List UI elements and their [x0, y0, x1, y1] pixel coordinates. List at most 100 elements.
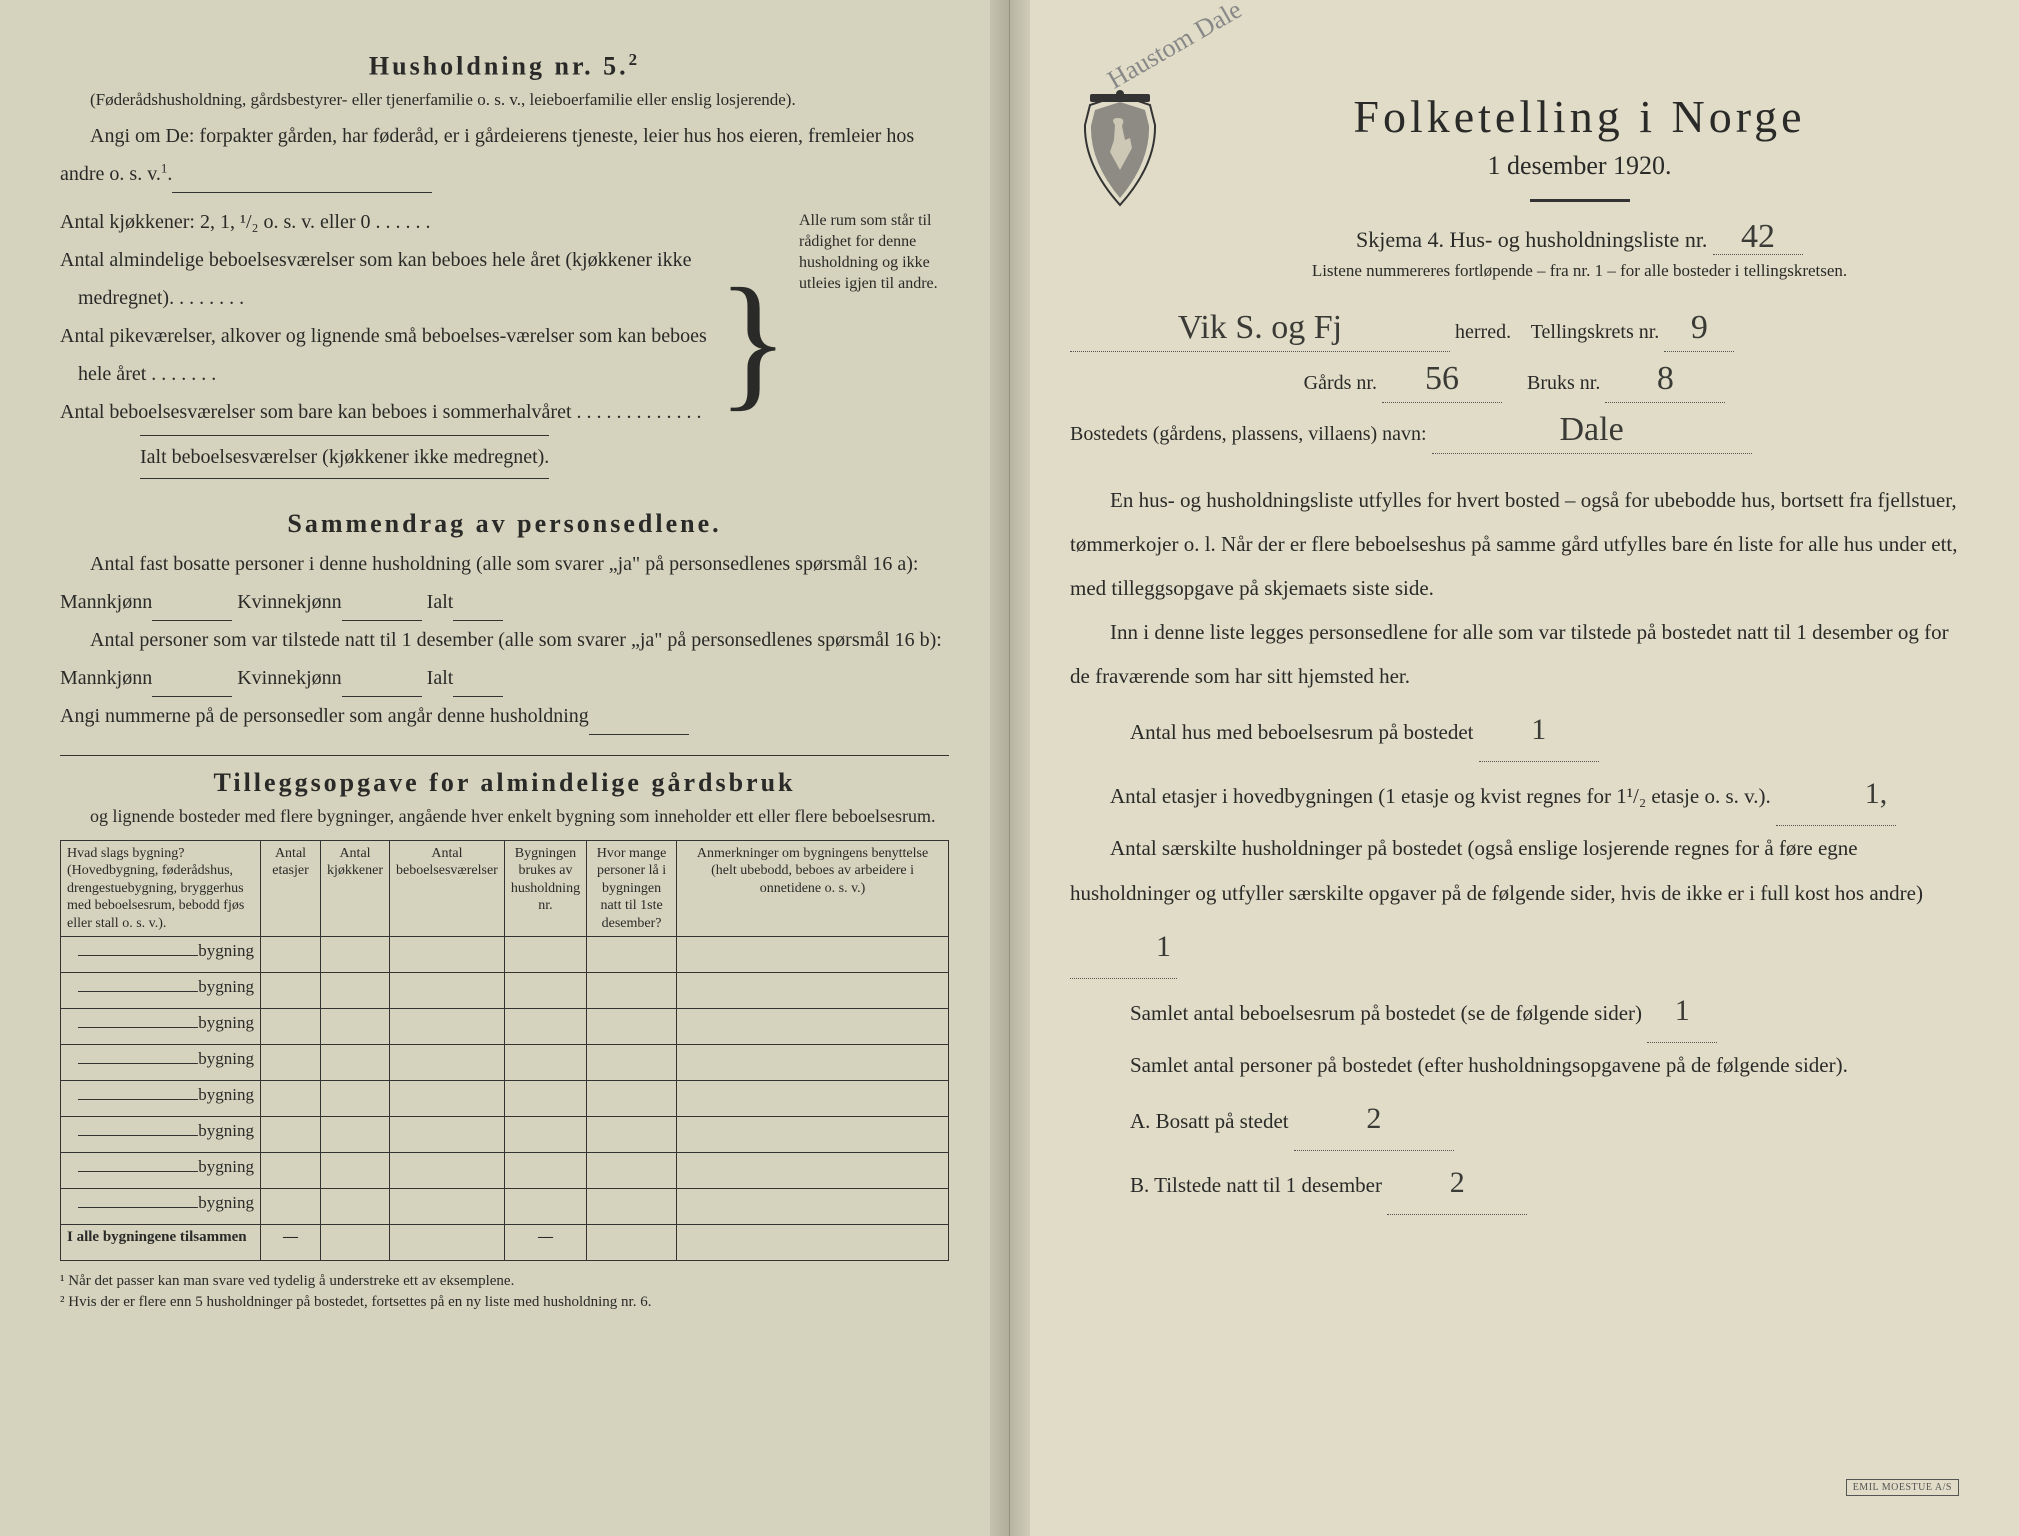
q1: Antal hus med beboelsesrum på bostedet 1	[1130, 698, 1959, 762]
row-bygning-label: bygning	[61, 1117, 261, 1153]
th-6: Anmerkninger om bygningens benyttelse (h…	[677, 840, 949, 937]
row-bygning-label: bygning	[61, 1081, 261, 1117]
coat-of-arms-icon	[1070, 90, 1170, 210]
q1-field: 1	[1479, 698, 1599, 762]
table-cell	[587, 973, 677, 1009]
divider	[60, 755, 949, 756]
q1-label: Antal hus med beboelsesrum på bostedet	[1130, 720, 1474, 744]
fill	[589, 713, 689, 735]
table-cell	[389, 1009, 504, 1045]
table-cell	[504, 1045, 586, 1081]
bruks-nr: 8	[1651, 362, 1680, 396]
table-cell	[389, 937, 504, 973]
sammen-2c: Ialt	[427, 667, 454, 689]
table-cell	[587, 1081, 677, 1117]
table-cell	[321, 937, 390, 973]
table-cell	[321, 1117, 390, 1153]
table-cell	[261, 1153, 321, 1189]
table-cell	[321, 1081, 390, 1117]
bosted-value: Dale	[1554, 413, 1630, 447]
row-bygning-label: bygning	[61, 1153, 261, 1189]
tf-4: —	[504, 1225, 586, 1261]
table-row: bygning	[61, 937, 949, 973]
fill-line	[172, 171, 432, 193]
h5-sup: 2	[629, 50, 640, 69]
th-2: Antal kjøkkener	[321, 840, 390, 937]
table-cell	[261, 1045, 321, 1081]
table-row: bygning	[61, 1153, 949, 1189]
rooms-block: Antal kjøkkener: 2, 1, ¹/₂ o. s. v. elle…	[60, 203, 949, 479]
angi-nummerne-line: Angi nummerne på de personsedler som ang…	[60, 697, 949, 735]
table-cell	[677, 1153, 949, 1189]
q2-field: 1,	[1776, 762, 1896, 826]
tellingskrets-field: 9	[1664, 311, 1734, 352]
right-page: Haustom Dale Folketelling i Norge 1 dese…	[1009, 0, 2019, 1536]
table-cell	[587, 1045, 677, 1081]
q3-val: 1	[1110, 915, 1177, 978]
kitchen-line: Antal kjøkkener: 2, 1, ¹/₂ o. s. v. elle…	[60, 203, 707, 241]
table-cell	[677, 1081, 949, 1117]
bruks-label: Bruks nr.	[1527, 372, 1600, 394]
sammen-2b: Kvinnekjønn	[237, 667, 341, 689]
th-1: Antal etasjer	[261, 840, 321, 937]
table-row: bygning	[61, 1009, 949, 1045]
fill	[152, 599, 232, 621]
table-cell	[261, 1081, 321, 1117]
h5-title-text: Husholdning nr. 5.	[369, 52, 629, 81]
q4-val: 1	[1669, 979, 1696, 1042]
table-cell	[389, 973, 504, 1009]
tillegg-title: Tilleggsopgave for almindelige gårdsbruk	[60, 768, 949, 798]
table-cell	[504, 1189, 586, 1225]
q4-field: 1	[1647, 979, 1717, 1043]
ialt-rooms: Ialt beboelsesværelser (kjøkkener ikke m…	[140, 435, 549, 479]
gards-label: Gårds nr.	[1304, 372, 1377, 394]
q2: Antal etasjer i hovedbygningen (1 etasje…	[1070, 762, 1959, 826]
table-cell	[677, 1045, 949, 1081]
sammen-line1: Antal fast bosatte personer i denne hush…	[60, 545, 949, 621]
qB-label: B. Tilstede natt til 1 desember	[1130, 1173, 1382, 1197]
herred-value: Vik S. og Fj	[1172, 311, 1348, 345]
date-line: 1 desember 1920.	[1200, 151, 1959, 181]
tf-1: —	[261, 1225, 321, 1261]
tellingskrets-nr: 9	[1685, 311, 1714, 345]
qA-val: 2	[1360, 1087, 1387, 1150]
angi-intro: Angi om De: forpakter gården, har føderå…	[60, 117, 949, 193]
tf-2	[321, 1225, 390, 1261]
table-cell	[321, 1189, 390, 1225]
tf-label: I alle bygningene tilsammen	[61, 1225, 261, 1261]
q2-val: 1,	[1819, 762, 1894, 825]
table-row: bygning	[61, 1081, 949, 1117]
main-title: Folketelling i Norge	[1200, 90, 1959, 143]
tf-3	[389, 1225, 504, 1261]
sammen-1b: Kvinnekjønn	[237, 591, 341, 613]
row-bygning-label: bygning	[61, 937, 261, 973]
fill	[152, 675, 232, 697]
table-cell	[261, 1117, 321, 1153]
table-cell	[504, 973, 586, 1009]
qA-field: 2	[1294, 1087, 1454, 1151]
title-block: Folketelling i Norge 1 desember 1920. Sk…	[1200, 90, 1959, 281]
th-3: Antal beboelsesværelser	[389, 840, 504, 937]
table-cell	[504, 937, 586, 973]
fill	[453, 599, 503, 621]
bruks-field: 8	[1605, 362, 1725, 403]
table-cell	[261, 1189, 321, 1225]
sammen-1c: Ialt	[427, 591, 454, 613]
bosted-field: Dale	[1432, 413, 1752, 454]
table-cell	[587, 1189, 677, 1225]
q3-field: 1	[1070, 915, 1177, 979]
th-5: Hvor mange personer lå i bygningen natt …	[587, 840, 677, 937]
row-bygning-label: bygning	[61, 1009, 261, 1045]
table-cell	[677, 1117, 949, 1153]
q1-val: 1	[1525, 698, 1552, 761]
skjema-label: Skjema 4. Hus- og husholdningsliste nr.	[1356, 227, 1707, 252]
table-footer-row: I alle bygningene tilsammen — —	[61, 1225, 949, 1261]
q3: Antal særskilte husholdninger på bostede…	[1070, 826, 1959, 978]
tf-6	[677, 1225, 949, 1261]
table-cell	[587, 1117, 677, 1153]
room-line-2: Antal pikeværelser, alkover og lignende …	[60, 317, 707, 393]
sammendrag-title: Sammendrag av personsedlene.	[60, 509, 949, 539]
table-row: bygning	[61, 1045, 949, 1081]
q5: Samlet antal personer på bostedet (efter…	[1070, 1043, 1959, 1087]
room-line-1: Antal almindelige beboelsesværelser som …	[60, 241, 707, 317]
